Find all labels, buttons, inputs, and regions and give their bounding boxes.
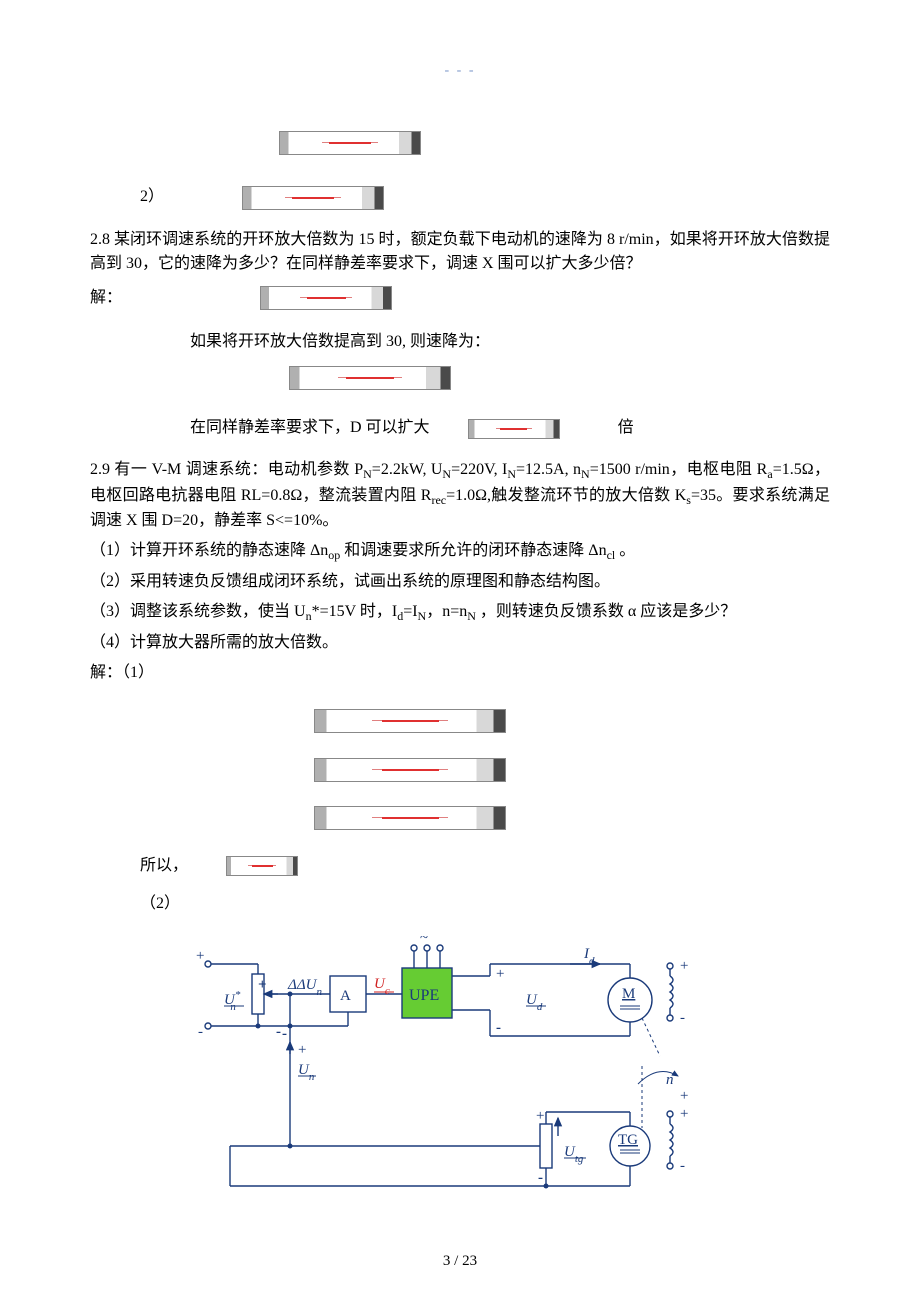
problem-2-9-q3: （3）调整该系统参数，使当 Un*=15V 时，Id=IN，n=nN ，则转速负… [90, 600, 830, 625]
circuit-diagram: + - U*n + - ΔΔUn [190, 936, 750, 1226]
problem-2-9-q4: （4）计算放大器所需的放大倍数。 [90, 631, 830, 655]
page-footer: 3 / 23 [0, 1250, 920, 1273]
problem-2-9-q1: （1）计算开环系统的静态速降 Δnop 和调速要求所允许的闭环静态速降 Δncl… [90, 539, 830, 564]
item-label-2: 2） [140, 188, 164, 205]
solution-text: 在同样静差率要求下，D 可以扩大 [190, 419, 430, 436]
un-star-label: U*n [224, 989, 241, 1013]
svg-text:+: + [680, 1088, 688, 1104]
svg-text:-: - [680, 1010, 685, 1026]
plus-sign: + [196, 948, 204, 964]
svg-text:+: + [536, 1108, 544, 1124]
solution-label: 解：（1） [90, 661, 830, 685]
amplifier-label: A [340, 988, 351, 1004]
problem-2-9-q2: （2）采用转速负反馈组成闭环系统，试画出系统的原理图和静态结构图。 [90, 570, 830, 594]
equation-image [468, 419, 560, 439]
problem-2-9: 2.9 有一 V-M 调速系统：电动机参数 PN=2.2kW, UN=220V,… [90, 458, 830, 532]
n-label: n [666, 1072, 674, 1088]
so-label: 所以， [140, 857, 188, 874]
minus-sign: - [198, 1024, 203, 1040]
svg-text:-: - [538, 1170, 543, 1186]
equation-image [314, 806, 506, 830]
upe-label: UPE [409, 987, 439, 1004]
utg-label: Utg [564, 1144, 584, 1165]
page-header-dash: - - - [90, 60, 830, 81]
tilde-label: ~ [420, 936, 428, 946]
equation-image [314, 709, 506, 733]
equation-image [226, 856, 298, 876]
ud-label: Ud [526, 992, 543, 1013]
svg-text:+: + [680, 1106, 688, 1122]
equation-image [260, 286, 392, 310]
un-label: Un [298, 1062, 315, 1083]
equation-image [242, 186, 384, 210]
solution-text: 如果将开环放大倍数提高到 30, 则速降为： [190, 333, 490, 350]
tg-label: TG [618, 1132, 638, 1148]
svg-text:-: - [282, 1026, 287, 1042]
svg-text:+: + [298, 1042, 306, 1058]
problem-2-8: 2.8 某闭环调速系统的开环放大倍数为 15 时，额定负载下电动机的速降为 8 … [90, 228, 830, 276]
equation-image [314, 758, 506, 782]
motor-label: M [622, 986, 635, 1002]
equation-image [279, 131, 421, 155]
equation-image [289, 366, 451, 390]
svg-text:+: + [496, 966, 504, 982]
part-2-label: （2） [140, 895, 180, 912]
svg-text:-: - [496, 1020, 501, 1036]
svg-text:-: - [680, 1158, 685, 1174]
svg-text:+: + [258, 977, 267, 993]
solution-label: 解： [90, 289, 122, 306]
solution-text: 倍 [618, 419, 634, 436]
svg-text:+: + [680, 958, 688, 974]
